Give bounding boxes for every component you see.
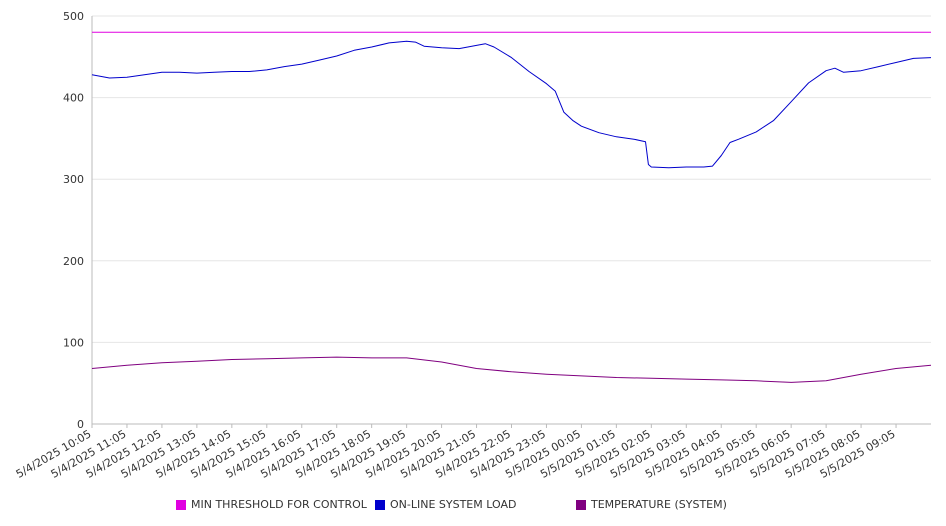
legend-label-temperature: TEMPERATURE (SYSTEM) (591, 498, 727, 511)
y-tick-label-200: 200 (63, 255, 84, 268)
series-line-system-load (91, 40, 932, 169)
y-tick-label-0: 0 (77, 418, 84, 431)
series-line-temperature (91, 356, 932, 383)
legend-swatch-min-threshold (176, 499, 186, 510)
axes (91, 16, 931, 428)
series-lines (91, 31, 932, 383)
legend-label-min-threshold: MIN THRESHOLD FOR CONTROL (191, 498, 367, 511)
legend-item-temperature[interactable]: TEMPERATURE (SYSTEM) (576, 498, 727, 511)
legend: MIN THRESHOLD FOR CONTROL ON-LINE SYSTEM… (0, 498, 946, 514)
y-tick-label-100: 100 (63, 336, 84, 349)
legend-swatch-system-load (375, 499, 385, 510)
legend-swatch-temperature (576, 499, 586, 510)
legend-item-system-load[interactable]: ON-LINE SYSTEM LOAD (375, 498, 516, 511)
legend-label-system-load: ON-LINE SYSTEM LOAD (390, 498, 517, 511)
legend-item-min-threshold[interactable]: MIN THRESHOLD FOR CONTROL (176, 498, 367, 511)
x-axis-tick-labels: 5/4/2025 10:055/4/2025 11:055/4/2025 12:… (14, 427, 898, 481)
y-tick-label-300: 300 (63, 173, 84, 186)
y-tick-label-400: 400 (63, 92, 84, 105)
grid-lines (92, 15, 931, 343)
y-axis-tick-labels: 0 100 200 300 400 500 (63, 10, 84, 431)
y-tick-label-500: 500 (63, 10, 84, 23)
